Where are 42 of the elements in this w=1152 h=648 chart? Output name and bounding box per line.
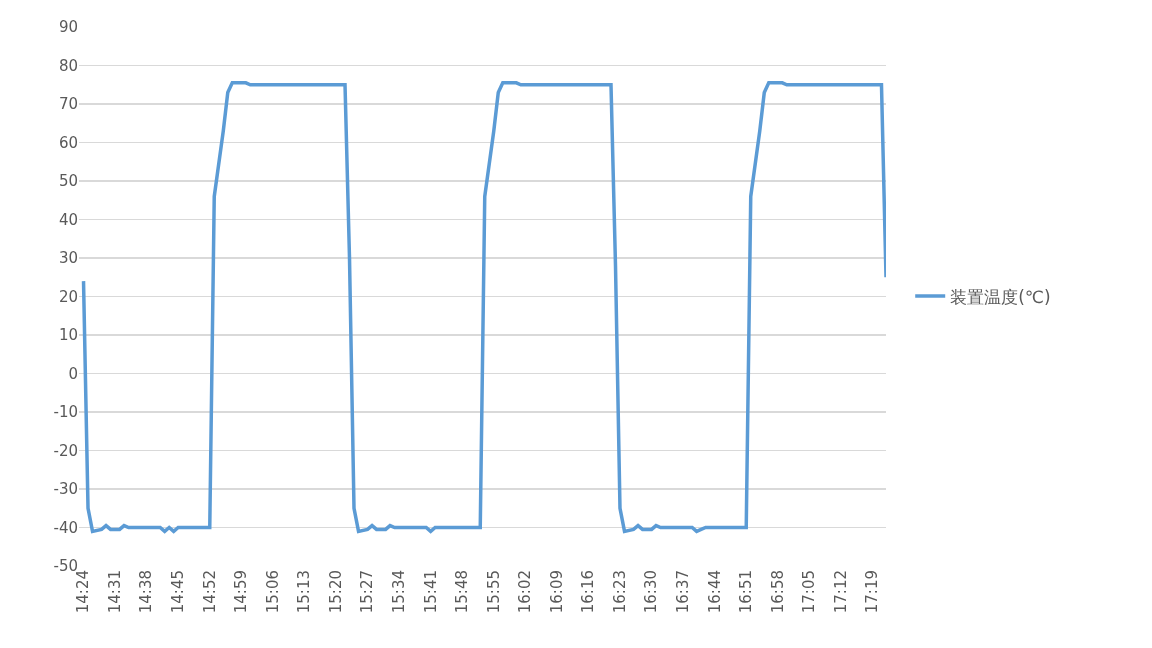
x-tick-label: 17:12 <box>831 570 850 614</box>
x-tick-label: 16:37 <box>674 570 693 614</box>
x-tick-label: 14:24 <box>74 570 93 614</box>
x-tick-label: 14:31 <box>105 570 124 614</box>
x-tick-label: 15:06 <box>263 570 282 614</box>
y-tick-label: 60 <box>58 133 78 152</box>
x-tick-label: 16:23 <box>610 570 629 614</box>
x-tick-label: 14:59 <box>232 570 251 614</box>
y-tick-label: -30 <box>53 480 78 499</box>
x-tick-label: 16:58 <box>768 570 787 614</box>
x-tick-label: 14:45 <box>169 570 188 614</box>
y-tick-label: 90 <box>58 18 78 37</box>
y-tick-label: 10 <box>58 326 78 345</box>
x-tick-label: 16:30 <box>642 570 661 614</box>
x-tick-label: 15:13 <box>295 570 314 614</box>
y-tick-label: 80 <box>58 56 78 75</box>
x-tick-label: 15:48 <box>453 570 472 614</box>
x-tick-label: 16:44 <box>705 570 724 614</box>
y-tick-label: 70 <box>58 95 78 114</box>
x-tick-label: 14:52 <box>200 570 219 614</box>
x-tick-label: 16:02 <box>516 570 535 614</box>
y-tick-label: -10 <box>53 403 78 422</box>
y-tick-label: -20 <box>53 441 78 460</box>
x-tick-label: 15:55 <box>484 570 503 614</box>
x-tick-label: 15:27 <box>358 570 377 614</box>
x-tick-label: 15:41 <box>421 570 440 614</box>
legend-label: 装置温度(℃) <box>950 286 1051 307</box>
y-tick-label: -40 <box>53 518 78 537</box>
y-tick-label: 40 <box>58 210 78 229</box>
x-tick-label: 16:16 <box>579 570 598 614</box>
line-series <box>81 81 886 534</box>
x-tick-label: 16:51 <box>737 570 756 614</box>
x-tick-label: 15:20 <box>326 570 345 614</box>
x-tick-label: 17:19 <box>863 570 882 614</box>
x-tick-label: 16:09 <box>547 570 566 614</box>
x-tick-label: 15:34 <box>389 570 408 614</box>
x-tick-label: 14:38 <box>137 570 156 614</box>
y-tick-label: 30 <box>58 249 78 268</box>
x-tick-label: 17:05 <box>800 570 819 614</box>
y-tick-label: 50 <box>58 172 78 191</box>
y-tick-label: 20 <box>58 287 78 306</box>
y-tick-label: 0 <box>68 364 78 383</box>
